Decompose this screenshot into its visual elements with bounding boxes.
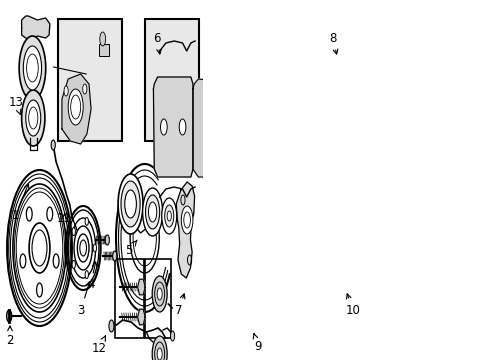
Circle shape bbox=[152, 276, 167, 312]
Circle shape bbox=[100, 32, 105, 46]
Text: 7: 7 bbox=[175, 294, 184, 316]
Circle shape bbox=[68, 89, 83, 125]
Text: 13: 13 bbox=[8, 95, 23, 114]
Circle shape bbox=[157, 348, 162, 360]
Circle shape bbox=[118, 174, 143, 234]
Text: 12: 12 bbox=[91, 336, 106, 355]
Circle shape bbox=[124, 190, 136, 218]
Bar bbox=[58, 19, 122, 141]
Circle shape bbox=[154, 342, 164, 360]
Circle shape bbox=[7, 310, 12, 322]
Circle shape bbox=[148, 202, 157, 222]
Circle shape bbox=[109, 320, 114, 332]
Circle shape bbox=[26, 100, 41, 136]
Circle shape bbox=[148, 190, 153, 202]
Bar bbox=[145, 19, 198, 141]
Circle shape bbox=[164, 205, 173, 227]
Circle shape bbox=[135, 190, 140, 202]
Polygon shape bbox=[62, 74, 91, 144]
Polygon shape bbox=[176, 182, 194, 278]
Text: 1: 1 bbox=[12, 184, 29, 221]
Bar bbox=[99, 44, 108, 56]
Polygon shape bbox=[21, 16, 50, 40]
Circle shape bbox=[20, 254, 26, 268]
Circle shape bbox=[23, 46, 41, 90]
Circle shape bbox=[82, 84, 87, 94]
Bar bbox=[145, 259, 171, 338]
Polygon shape bbox=[137, 279, 145, 295]
Circle shape bbox=[162, 198, 176, 234]
Polygon shape bbox=[153, 77, 193, 177]
Text: 4: 4 bbox=[87, 262, 97, 292]
Text: 6: 6 bbox=[153, 32, 161, 54]
Circle shape bbox=[85, 217, 88, 225]
Polygon shape bbox=[193, 79, 218, 177]
Circle shape bbox=[51, 140, 55, 150]
Circle shape bbox=[142, 188, 162, 236]
Circle shape bbox=[21, 90, 45, 146]
Circle shape bbox=[26, 207, 32, 221]
Circle shape bbox=[72, 228, 75, 235]
Circle shape bbox=[152, 336, 167, 360]
Circle shape bbox=[37, 283, 42, 297]
Circle shape bbox=[29, 223, 50, 273]
Circle shape bbox=[179, 119, 185, 135]
Circle shape bbox=[85, 271, 88, 279]
Circle shape bbox=[19, 36, 46, 100]
Circle shape bbox=[93, 244, 96, 252]
Bar bbox=[115, 259, 143, 338]
Text: 10: 10 bbox=[345, 294, 359, 316]
Circle shape bbox=[167, 211, 171, 221]
Text: 11: 11 bbox=[57, 212, 72, 225]
Circle shape bbox=[157, 288, 162, 300]
Circle shape bbox=[72, 260, 75, 269]
Circle shape bbox=[112, 251, 117, 261]
Circle shape bbox=[181, 206, 193, 234]
Circle shape bbox=[105, 235, 109, 245]
Circle shape bbox=[47, 207, 53, 221]
Circle shape bbox=[154, 282, 164, 306]
Circle shape bbox=[80, 240, 86, 256]
Text: 8: 8 bbox=[328, 32, 337, 54]
Circle shape bbox=[64, 86, 68, 96]
Text: 5: 5 bbox=[125, 240, 137, 257]
Polygon shape bbox=[137, 309, 145, 325]
Text: 3: 3 bbox=[77, 282, 90, 316]
Text: 9: 9 bbox=[253, 334, 261, 352]
Circle shape bbox=[145, 195, 160, 229]
Circle shape bbox=[160, 119, 167, 135]
Circle shape bbox=[121, 181, 140, 227]
Circle shape bbox=[53, 254, 59, 268]
Circle shape bbox=[170, 331, 174, 341]
Text: 2: 2 bbox=[6, 326, 14, 346]
